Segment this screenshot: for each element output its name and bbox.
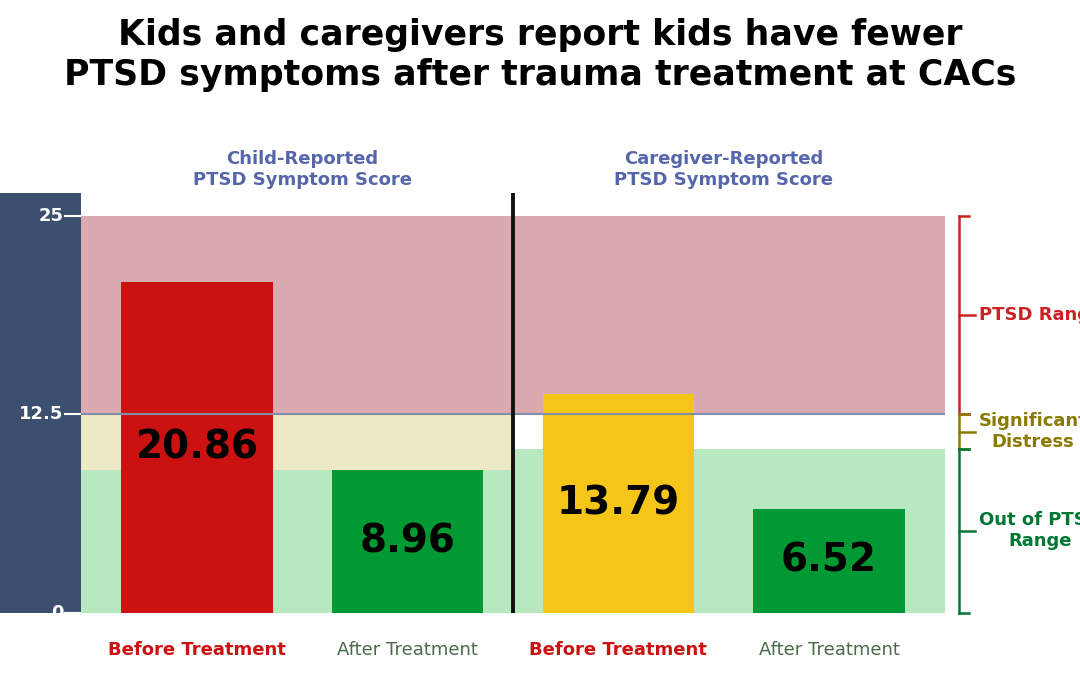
Bar [81, 414, 513, 470]
Bar [81, 470, 513, 612]
Text: 12.5: 12.5 [18, 405, 63, 424]
Bar [81, 216, 945, 414]
Text: 6.52: 6.52 [781, 542, 877, 580]
Text: After Treatment: After Treatment [758, 641, 900, 659]
Text: Before Treatment: Before Treatment [108, 641, 286, 659]
Text: 8.96: 8.96 [360, 522, 456, 561]
Bar [513, 449, 945, 612]
Text: Out of PTSD
Range: Out of PTSD Range [978, 512, 1080, 550]
Text: Kids and caregivers report kids have fewer
PTSD symptoms after trauma treatment : Kids and caregivers report kids have few… [64, 18, 1016, 92]
Text: 20.86: 20.86 [135, 428, 258, 466]
Text: Before Treatment: Before Treatment [529, 641, 707, 659]
Bar [542, 394, 694, 612]
Text: PTSD Range: PTSD Range [978, 307, 1080, 324]
Text: 13.79: 13.79 [557, 484, 680, 522]
Bar [753, 509, 905, 612]
Text: Significant
Distress: Significant Distress [978, 412, 1080, 452]
Text: After Treatment: After Treatment [337, 641, 478, 659]
Text: Child-Reported
PTSD Symptom Score: Child-Reported PTSD Symptom Score [192, 150, 411, 189]
Text: 25: 25 [38, 207, 63, 225]
Text: Caregiver-Reported
PTSD Symptom Score: Caregiver-Reported PTSD Symptom Score [615, 150, 834, 189]
Bar [332, 470, 484, 612]
Bar [121, 282, 273, 612]
Text: 0: 0 [51, 603, 63, 622]
